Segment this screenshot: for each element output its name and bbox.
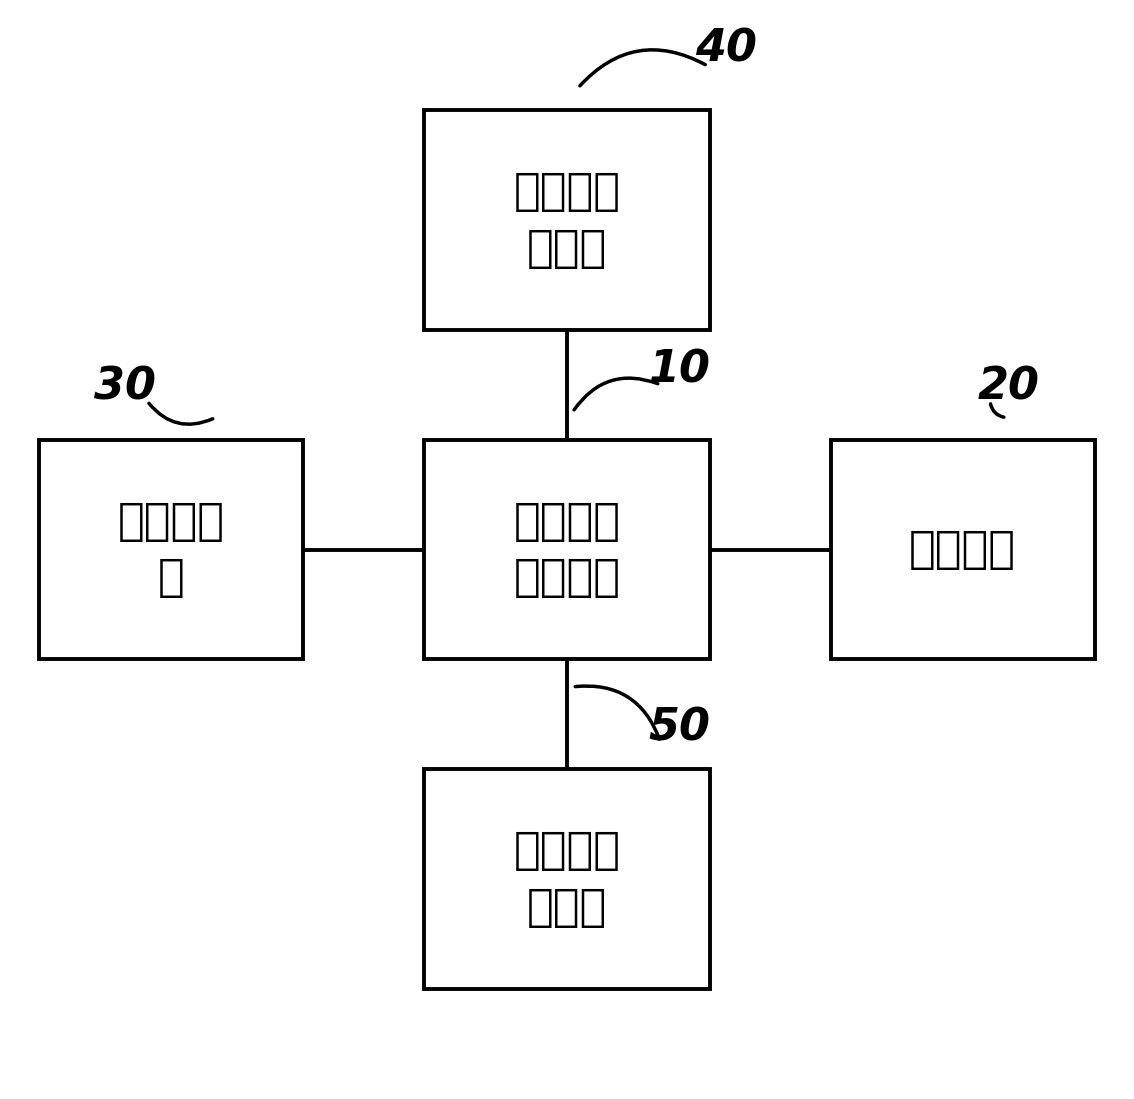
Bar [40, 440, 303, 659]
Text: 50: 50 [649, 706, 710, 750]
Text: 10: 10 [649, 348, 710, 392]
Bar [424, 440, 710, 659]
Bar [424, 769, 710, 989]
Text: 第一位置
传感器: 第一位置 传感器 [514, 170, 620, 269]
Text: 管桩布料
控制设备: 管桩布料 控制设备 [514, 500, 620, 599]
FancyArrowPatch shape [575, 686, 660, 740]
FancyArrowPatch shape [574, 378, 658, 410]
Text: 20: 20 [978, 365, 1040, 409]
Bar [831, 440, 1094, 659]
FancyArrowPatch shape [149, 403, 213, 424]
FancyArrowPatch shape [579, 49, 705, 86]
Text: 30: 30 [94, 365, 156, 409]
FancyArrowPatch shape [991, 403, 1004, 418]
Text: 40: 40 [695, 27, 758, 71]
Text: 旋转编码
器: 旋转编码 器 [118, 500, 225, 599]
Bar [424, 110, 710, 330]
Text: 变频设备: 变频设备 [909, 528, 1016, 571]
Text: 第二位置
传感器: 第二位置 传感器 [514, 830, 620, 929]
